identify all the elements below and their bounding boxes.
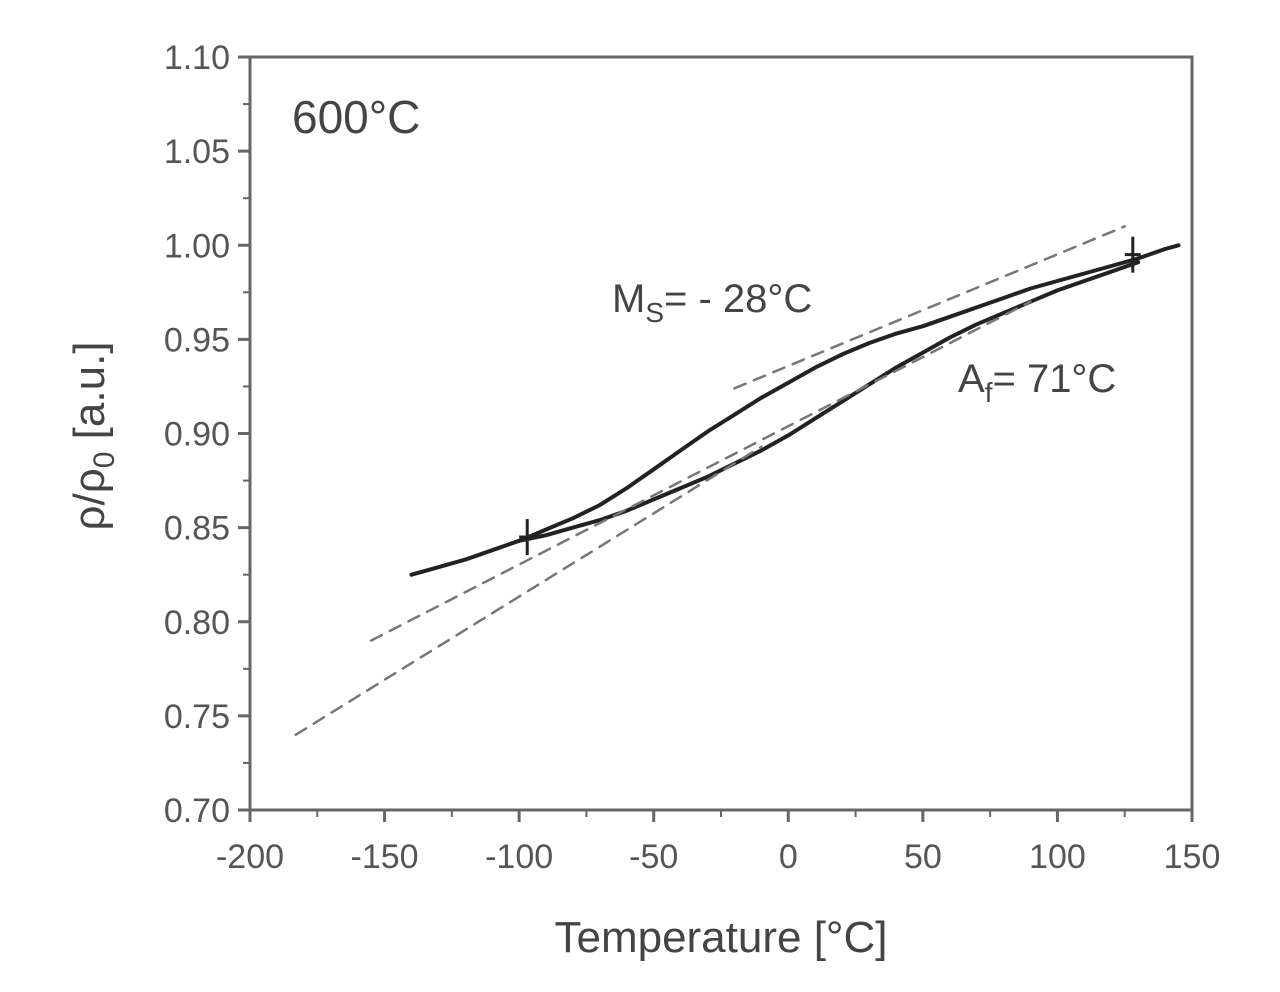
ms-annotation-sub: S <box>645 297 664 328</box>
series-layer <box>294 225 1181 736</box>
plot-area <box>248 55 1194 812</box>
marker-layer <box>519 236 1141 556</box>
tangent-line <box>294 445 763 736</box>
x-axis-title: Temperature [°C] <box>554 913 887 962</box>
x-tick-label: 50 <box>904 838 942 876</box>
af-annotation: Af= 71°C <box>958 357 1116 408</box>
ms-annotation-value: = - 28°C <box>664 277 812 321</box>
y-tick-label: 1.10 <box>164 39 230 77</box>
y-tick-label: 0.90 <box>164 416 230 454</box>
x-tick-label: 150 <box>1164 838 1221 876</box>
y-tick-label: 0.75 <box>164 698 230 736</box>
x-tick-label: -50 <box>629 838 678 876</box>
x-tick-label: -100 <box>485 838 553 876</box>
y-axis-title-unit: [a.u.] <box>65 341 114 451</box>
ms-annotation: MS= - 28°C <box>612 277 812 328</box>
y-axis-title-sub: 0 <box>88 452 121 469</box>
x-tick-label: 0 <box>779 838 798 876</box>
x-tick-label: -200 <box>216 838 284 876</box>
y-tick-label: 0.85 <box>164 510 230 548</box>
y-tick-label: 0.70 <box>164 792 230 830</box>
x-axis: -200 -150 -100 -50 0 50 100 150 <box>216 810 1220 876</box>
y-tick-label: 0.80 <box>164 604 230 642</box>
tangent-line <box>369 300 1032 642</box>
resistance-curve <box>409 243 1181 577</box>
x-tick-label: 100 <box>1029 838 1086 876</box>
y-tick-label: 0.95 <box>164 321 230 359</box>
x-tick-label: -150 <box>351 838 419 876</box>
ms-annotation-main: M <box>612 277 645 321</box>
panel-label: 600°C <box>292 91 420 143</box>
y-tick-label: 1.05 <box>164 133 230 171</box>
af-annotation-sub: f <box>985 377 993 408</box>
tangent-line <box>733 225 1126 390</box>
af-annotation-main: A <box>958 357 985 401</box>
y-axis-title-main: ρ/ρ <box>65 468 114 530</box>
y-tick-label: 1.00 <box>164 227 230 265</box>
af-annotation-value: = 71°C <box>992 357 1116 401</box>
y-axis: 0.70 0.75 0.80 0.85 0.90 0.95 1.00 1.05 1.10 <box>164 39 250 830</box>
y-axis-title: ρ/ρ0 [a.u.] <box>65 341 121 530</box>
